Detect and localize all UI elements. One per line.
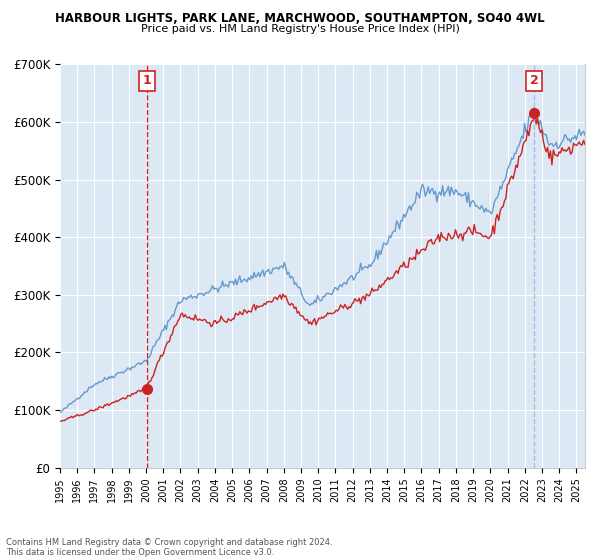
Text: Contains HM Land Registry data © Crown copyright and database right 2024.
This d: Contains HM Land Registry data © Crown c… — [6, 538, 332, 557]
Text: Price paid vs. HM Land Registry's House Price Index (HPI): Price paid vs. HM Land Registry's House … — [140, 24, 460, 34]
Text: HARBOUR LIGHTS, PARK LANE, MARCHWOOD, SOUTHAMPTON, SO40 4WL: HARBOUR LIGHTS, PARK LANE, MARCHWOOD, SO… — [55, 12, 545, 25]
Text: 2: 2 — [530, 74, 538, 87]
Text: 1: 1 — [143, 74, 152, 87]
